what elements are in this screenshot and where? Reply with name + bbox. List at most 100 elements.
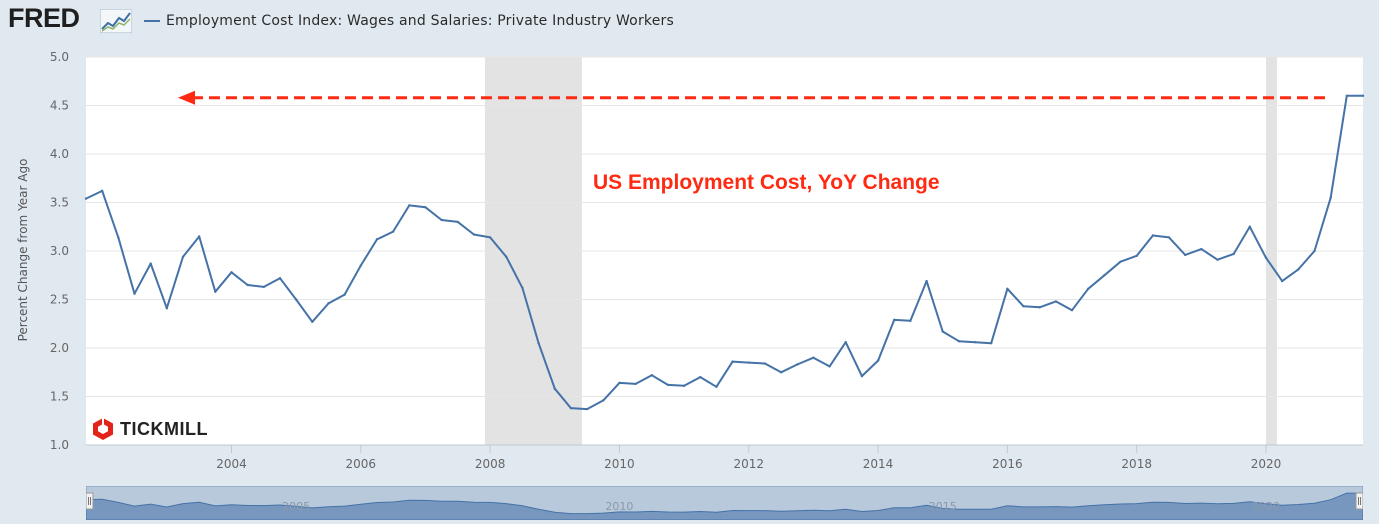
navigator-handle-left[interactable] xyxy=(86,492,94,510)
x-tick-label: 2008 xyxy=(475,457,506,471)
navigator-series-area xyxy=(86,492,1363,520)
data-point xyxy=(214,290,217,293)
data-point xyxy=(1070,308,1074,312)
data-point xyxy=(505,255,508,259)
data-point xyxy=(973,340,977,344)
data-point xyxy=(262,285,266,289)
y-tick-label: 3.0 xyxy=(50,244,69,258)
data-point xyxy=(472,233,476,236)
data-point xyxy=(1103,274,1106,277)
navigator-label: 2010 xyxy=(605,500,633,513)
data-point xyxy=(715,385,718,388)
y-axis-label: Percent Change from Year Ago xyxy=(16,159,30,342)
y-tick-label: 4.0 xyxy=(50,147,69,161)
data-point xyxy=(1361,94,1365,98)
y-tick-label: 3.5 xyxy=(50,196,69,210)
data-point xyxy=(1313,249,1316,253)
navigator-handle-right[interactable] xyxy=(1355,492,1363,510)
data-point xyxy=(488,236,492,239)
data-point xyxy=(699,375,702,379)
data-point xyxy=(682,384,686,388)
data-point xyxy=(893,318,896,322)
data-point xyxy=(828,365,831,368)
series-legend[interactable]: Employment Cost Index: Wages and Salarie… xyxy=(144,11,674,31)
data-point xyxy=(650,373,653,377)
tickmill-logo-icon xyxy=(93,417,113,440)
data-point xyxy=(133,292,136,295)
range-navigator[interactable]: 2005 2010 2015 2020 xyxy=(86,486,1363,520)
data-point xyxy=(990,341,993,345)
data-point xyxy=(569,406,573,410)
data-point xyxy=(876,359,880,362)
data-point xyxy=(731,360,734,363)
data-points xyxy=(84,94,1365,411)
data-point xyxy=(230,271,233,274)
data-point xyxy=(1038,306,1041,309)
data-point xyxy=(278,276,282,280)
data-point xyxy=(957,340,961,343)
data-point xyxy=(1200,247,1203,251)
chart-title: US Employment Cost, YoY Change xyxy=(593,171,940,194)
x-tick-label: 2012 xyxy=(733,457,764,471)
data-point xyxy=(1232,252,1235,256)
navigator-label: 2005 xyxy=(282,500,310,513)
data-point xyxy=(1087,287,1090,291)
data-point xyxy=(553,387,556,390)
data-point xyxy=(327,302,330,305)
data-point xyxy=(311,320,314,324)
data-point xyxy=(909,319,912,323)
data-point xyxy=(1264,256,1268,259)
data-point xyxy=(456,220,459,224)
data-point xyxy=(391,230,395,233)
data-point xyxy=(294,298,298,301)
fred-mini-chart-icon xyxy=(100,9,132,33)
fred-logo[interactable]: FRED xyxy=(8,3,80,33)
series-line xyxy=(85,94,1363,411)
x-tick-label: 2014 xyxy=(863,457,894,471)
data-point xyxy=(634,382,637,386)
data-point xyxy=(747,361,750,364)
data-point xyxy=(1006,287,1009,291)
y-tick-label: 1.0 xyxy=(50,438,69,452)
x-tick-label: 2010 xyxy=(604,457,635,471)
data-point xyxy=(1248,225,1252,228)
y-tick-label: 2.0 xyxy=(50,341,69,355)
data-point xyxy=(1151,234,1155,237)
y-tick-label: 2.5 xyxy=(50,293,69,307)
x-tick-label: 2016 xyxy=(992,457,1023,471)
y-tick-label: 1.5 xyxy=(50,390,69,404)
data-point xyxy=(925,279,928,283)
data-point xyxy=(84,197,88,200)
navigator-label: 2020 xyxy=(1252,500,1280,513)
x-tick-label: 2006 xyxy=(346,457,377,471)
data-point xyxy=(375,238,379,241)
data-point xyxy=(812,356,815,359)
x-tick-label: 2004 xyxy=(216,457,247,471)
data-point xyxy=(941,330,944,333)
x-tick-label: 2020 xyxy=(1251,457,1282,471)
data-point xyxy=(1345,94,1349,98)
data-point xyxy=(343,293,346,296)
data-point xyxy=(796,363,799,366)
navigator-labels: 2005 2010 2015 2020 xyxy=(282,500,1280,513)
data-point xyxy=(763,362,767,365)
data-point xyxy=(537,341,540,345)
y-tick-label: 5.0 xyxy=(50,50,69,64)
legend-swatch-icon xyxy=(144,20,160,22)
x-axis-ticks: 2004 2006 2008 2010 2012 2014 2016 2018 2020 xyxy=(216,445,1281,471)
data-point xyxy=(197,235,201,238)
tickmill-watermark: TICKMILL xyxy=(92,416,208,442)
data-point xyxy=(246,283,249,287)
data-point xyxy=(359,264,362,267)
data-point xyxy=(1280,279,1284,283)
data-point xyxy=(408,204,411,207)
data-point xyxy=(440,218,443,222)
legend-label: Employment Cost Index: Wages and Salarie… xyxy=(166,13,674,29)
data-point xyxy=(1022,305,1025,308)
data-point xyxy=(666,383,670,387)
y-tick-label: 4.5 xyxy=(50,99,69,113)
data-point xyxy=(1135,254,1138,258)
reference-arrow-head-icon xyxy=(178,90,195,105)
reference-line xyxy=(178,90,1328,105)
